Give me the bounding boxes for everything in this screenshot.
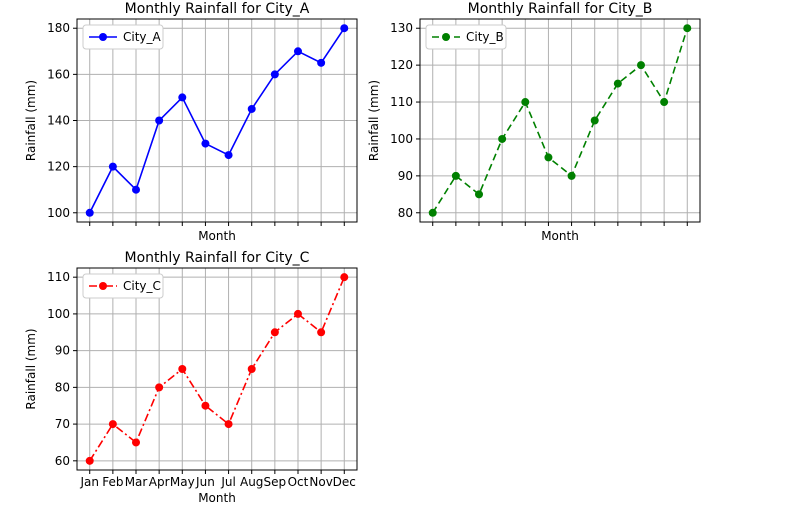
x-tick-label: Jun bbox=[195, 475, 215, 489]
data-point bbox=[567, 171, 576, 180]
data-point bbox=[521, 98, 530, 107]
legend-box bbox=[82, 24, 164, 50]
legend-box bbox=[82, 273, 164, 299]
data-point bbox=[108, 162, 117, 171]
y-tick-label: 120 bbox=[47, 160, 70, 174]
y-tick-label: 140 bbox=[47, 114, 70, 128]
legend-box bbox=[425, 24, 507, 50]
data-point bbox=[178, 93, 187, 102]
chart-title: Monthly Rainfall for City_A bbox=[125, 1, 310, 17]
data-point bbox=[475, 190, 484, 199]
y-axis-label: Rainfall (mm) bbox=[367, 80, 381, 161]
data-point bbox=[613, 79, 622, 88]
data-point bbox=[340, 273, 349, 282]
x-tick-label: Aug bbox=[240, 475, 263, 489]
y-axis-label: Rainfall (mm) bbox=[24, 80, 38, 161]
data-point bbox=[317, 58, 326, 67]
data-point bbox=[85, 208, 94, 217]
x-tick-label: Sep bbox=[264, 475, 287, 489]
x-tick-label: Mar bbox=[125, 475, 148, 489]
y-tick-label: 160 bbox=[47, 67, 70, 81]
data-point bbox=[636, 61, 645, 70]
y-tick-label: 80 bbox=[55, 380, 70, 394]
data-point bbox=[270, 70, 279, 79]
y-tick-label: 100 bbox=[390, 132, 413, 146]
legend: City_A bbox=[82, 24, 164, 50]
data-point bbox=[660, 98, 669, 107]
data-point bbox=[293, 47, 302, 56]
data-point bbox=[590, 116, 599, 125]
data-point bbox=[201, 139, 210, 148]
data-point bbox=[224, 151, 233, 160]
chart-title: Monthly Rainfall for City_C bbox=[125, 250, 310, 266]
plot-frame bbox=[419, 18, 701, 223]
y-tick-label: 80 bbox=[398, 206, 413, 220]
data-point bbox=[108, 420, 117, 429]
series-line bbox=[89, 276, 346, 462]
data-point bbox=[498, 134, 507, 143]
x-axis-label: Month bbox=[198, 229, 236, 243]
x-tick-label: Apr bbox=[149, 475, 170, 489]
y-axis-label: Rainfall (mm) bbox=[24, 328, 38, 409]
data-point bbox=[683, 24, 692, 33]
y-tick-label: 70 bbox=[55, 417, 70, 431]
chart-panel-2: Jan Feb Mar Apr May Jun Jul Aug Sep Oct Nov Dec 60 70… bbox=[24, 250, 358, 505]
legend-marker bbox=[442, 33, 450, 41]
data-point bbox=[317, 328, 326, 337]
data-point bbox=[247, 365, 256, 373]
data-point bbox=[270, 328, 279, 337]
data-point bbox=[224, 420, 233, 429]
data-point bbox=[178, 365, 187, 373]
y-tick-label: 100 bbox=[47, 206, 70, 220]
legend-label: City_C bbox=[123, 279, 161, 293]
data-point bbox=[155, 116, 164, 125]
chart-panel-1: 80 90 100 110 120 130 Monthly Rainfall for Cit… bbox=[367, 1, 701, 243]
x-tick-label: Feb bbox=[102, 475, 123, 489]
y-tick-label: 60 bbox=[55, 454, 70, 468]
y-tick-label: 90 bbox=[55, 344, 70, 358]
y-tick-label: 120 bbox=[390, 58, 413, 72]
x-axis-label: Month bbox=[541, 229, 579, 243]
data-point bbox=[544, 153, 553, 162]
legend-marker bbox=[99, 282, 107, 290]
series-line bbox=[432, 27, 689, 214]
x-tick-label: May bbox=[170, 475, 195, 489]
legend: City_B bbox=[425, 24, 507, 50]
series-line bbox=[89, 27, 345, 214]
legend-label: City_A bbox=[123, 30, 162, 44]
y-tick-label: 110 bbox=[390, 95, 413, 109]
x-tick-label: Jan bbox=[79, 475, 99, 489]
legend-label: City_B bbox=[466, 30, 504, 44]
legend-marker bbox=[99, 33, 107, 41]
data-point bbox=[451, 171, 460, 180]
x-tick-label: Dec bbox=[333, 475, 356, 489]
chart-title: Monthly Rainfall for City_B bbox=[468, 1, 653, 17]
data-point bbox=[155, 383, 164, 392]
y-tick-label: 130 bbox=[390, 21, 413, 35]
x-tick-label: Oct bbox=[288, 475, 309, 489]
y-tick-label: 90 bbox=[398, 169, 413, 183]
y-tick-label: 110 bbox=[47, 270, 70, 284]
data-point bbox=[293, 309, 302, 318]
data-point bbox=[340, 24, 349, 33]
data-point bbox=[428, 208, 437, 217]
y-tick-label: 180 bbox=[47, 21, 70, 35]
x-tick-label: Nov bbox=[309, 475, 332, 489]
chart-panel-0: 100 120 140 160 180 Monthly Rainfall for City… bbox=[24, 1, 358, 243]
data-point bbox=[201, 401, 210, 410]
plot-frame bbox=[76, 267, 358, 471]
x-axis-label: Month bbox=[198, 491, 236, 505]
y-tick-label: 100 bbox=[47, 307, 70, 321]
legend: City_C bbox=[82, 273, 164, 299]
x-tick-label: Jul bbox=[220, 475, 235, 489]
data-point bbox=[132, 438, 141, 447]
data-point bbox=[132, 185, 141, 194]
data-point bbox=[247, 104, 256, 113]
data-point bbox=[85, 456, 94, 465]
